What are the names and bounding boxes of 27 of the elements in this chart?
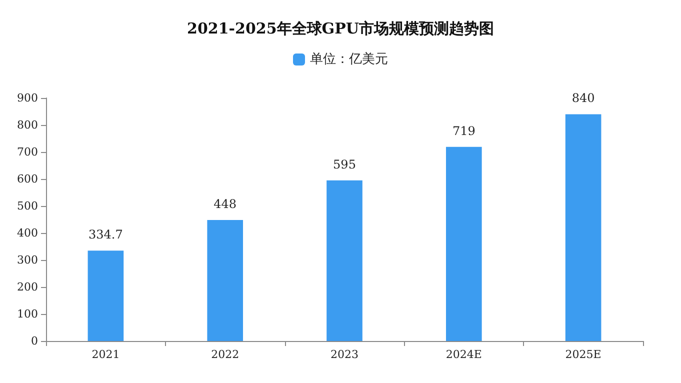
x-tick-label: 2024E <box>446 348 482 361</box>
data-label: 334.7 <box>88 228 123 242</box>
data-label: 448 <box>214 197 237 212</box>
y-tick-label: 400 <box>17 226 38 240</box>
x-tick-label: 2021 <box>92 348 120 361</box>
bar <box>88 250 124 341</box>
y-tick-label: 0 <box>31 334 38 348</box>
x-tick-label: 2023 <box>330 348 358 361</box>
data-label: 840 <box>572 91 595 106</box>
y-tick-label: 700 <box>17 146 38 158</box>
bar <box>326 180 362 341</box>
y-tick-label: 200 <box>17 280 38 294</box>
y-tick-label: 800 <box>17 118 38 132</box>
legend-label: 单位：亿美元 <box>310 51 388 67</box>
data-label: 719 <box>452 124 476 138</box>
chart-title: 2021-2025年全球GPU市场规模预测趋势图 <box>187 20 494 38</box>
y-tick-label: 600 <box>17 172 38 186</box>
y-tick-label: 300 <box>17 254 38 266</box>
bar <box>446 146 482 341</box>
y-tick-label: 500 <box>17 200 38 212</box>
bar <box>565 114 602 341</box>
x-tick-label: 2025E <box>565 348 602 361</box>
y-tick-label: 100 <box>17 308 38 320</box>
bar <box>207 220 244 341</box>
data-label: 595 <box>333 157 356 172</box>
x-tick-label: 2022 <box>211 348 240 361</box>
y-tick-label: 900 <box>17 92 38 104</box>
